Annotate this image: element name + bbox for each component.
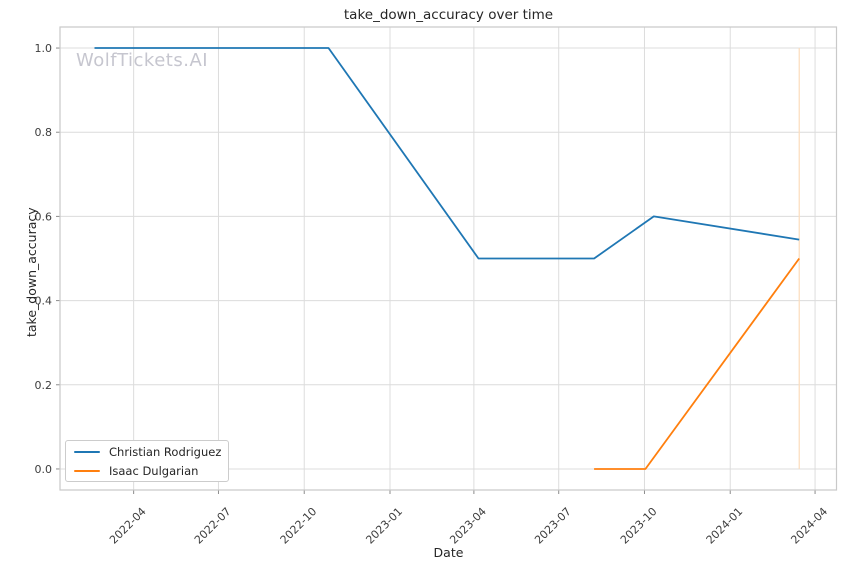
series-line-1 xyxy=(594,257,800,470)
x-tick-label: 2023-07 xyxy=(532,505,574,547)
series-line-0 xyxy=(94,47,800,260)
x-tick-label: 2023-01 xyxy=(363,505,405,547)
y-tick-label: 0.4 xyxy=(35,295,53,308)
x-tick-label: 2022-10 xyxy=(278,505,320,547)
y-tick-label: 0.2 xyxy=(35,379,53,392)
x-tick-label: 2023-10 xyxy=(618,505,660,547)
legend-label: Christian Rodriguez xyxy=(109,444,222,459)
y-tick-label: 1.0 xyxy=(35,42,53,55)
legend-label: Isaac Dulgarian xyxy=(109,463,199,478)
chart-title: take_down_accuracy over time xyxy=(343,7,554,23)
x-tick-label: 2023-04 xyxy=(447,505,489,547)
legend: Christian Rodriguez Isaac Dulgarian xyxy=(65,440,229,482)
watermark: WolfTickets.AI xyxy=(76,50,209,71)
x-tick-label: 2022-04 xyxy=(107,505,149,547)
legend-item-isaac-dulgarian: Isaac Dulgarian xyxy=(66,461,228,480)
y-tick-label: 0.8 xyxy=(35,126,53,139)
x-tick-label: 2022-07 xyxy=(192,505,234,547)
x-tick-label: 2024-04 xyxy=(788,505,830,547)
legend-item-christian-rodriguez: Christian Rodriguez xyxy=(66,442,228,461)
legend-line-sample xyxy=(74,469,100,472)
y-tick-label: 0.6 xyxy=(35,210,53,223)
y-tick-label: 0.0 xyxy=(35,463,53,476)
x-tick-label: 2024-01 xyxy=(704,505,746,547)
plot-border xyxy=(59,26,838,491)
y-axis-label: take_down_accuracy xyxy=(24,207,39,337)
x-axis-label: Date xyxy=(433,545,464,560)
legend-line-sample xyxy=(74,450,100,453)
